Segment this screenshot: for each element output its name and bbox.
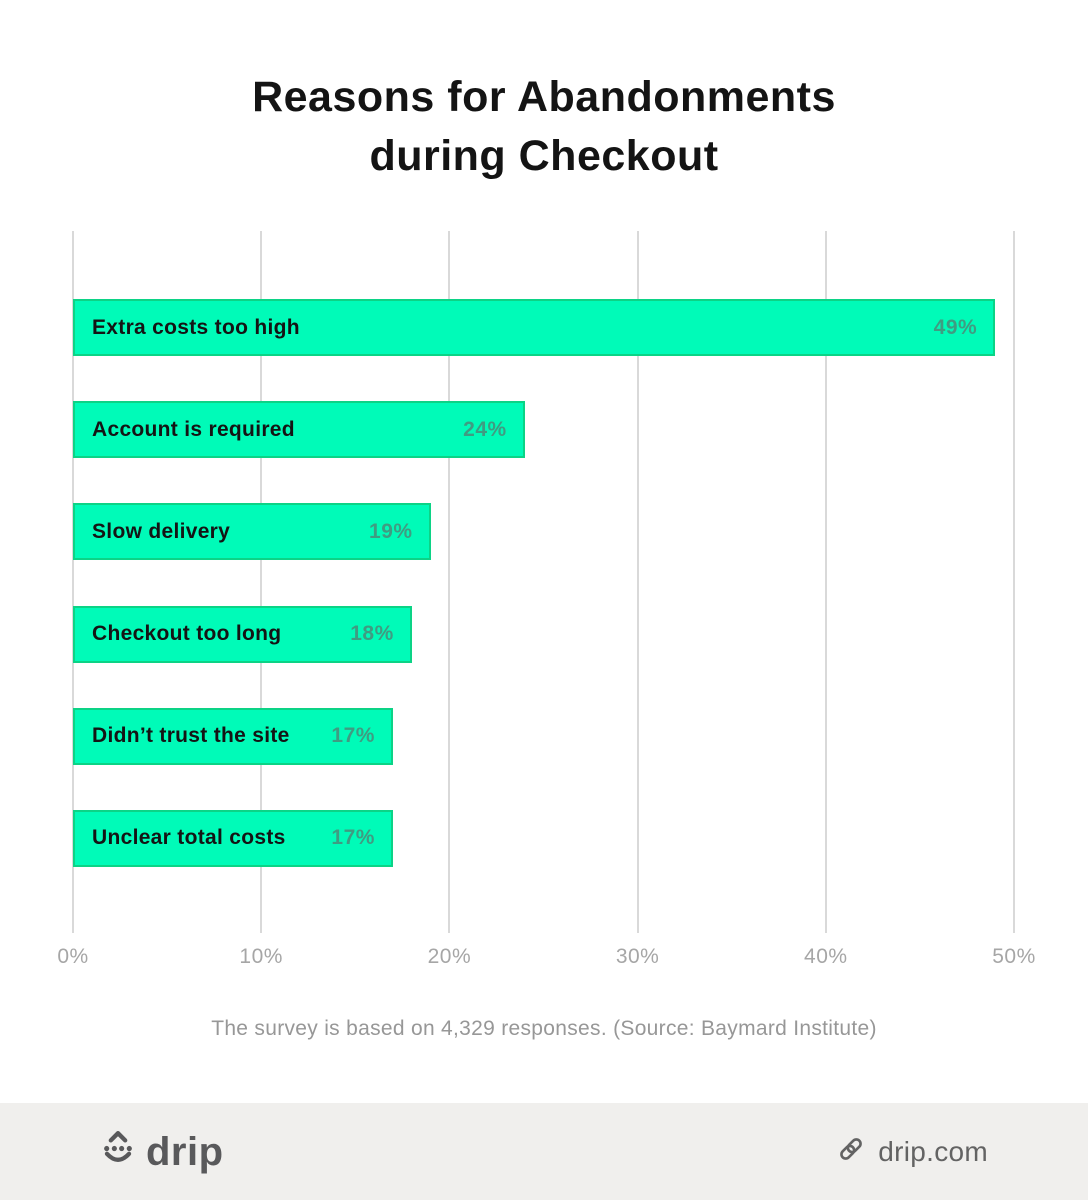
bar-slow-delivery: Slow delivery 19% bbox=[73, 503, 431, 561]
gridline-40pct bbox=[824, 231, 827, 933]
site-link-text: drip.com bbox=[878, 1135, 988, 1167]
link-icon bbox=[836, 1134, 866, 1169]
bar-extra-costs-too-high: Extra costs too high 49% bbox=[73, 299, 996, 356]
drip-brand: drip bbox=[95, 1126, 224, 1177]
x-tick-50: 50% bbox=[992, 945, 1036, 968]
drip-logo-text: drip bbox=[146, 1129, 224, 1174]
footer: drip drip.com bbox=[0, 1103, 1088, 1200]
bar-value: 18% bbox=[350, 622, 394, 646]
bar-chart: Extra costs too high 49% Account is requ… bbox=[72, 231, 1015, 933]
bar-row: Account is required 24% bbox=[73, 401, 1014, 459]
site-link: drip.com bbox=[836, 1134, 988, 1169]
bar-checkout-too-long: Checkout too long 18% bbox=[73, 605, 412, 663]
bar-label: Extra costs too high bbox=[92, 315, 300, 339]
bar-label: Didn’t trust the site bbox=[92, 724, 290, 748]
gridline-20pct bbox=[448, 231, 451, 933]
bar-row: Checkout too long 18% bbox=[73, 605, 1014, 663]
bar-label: Slow delivery bbox=[92, 519, 231, 543]
chart-title-line1: Reasons for Abandonments bbox=[252, 73, 836, 121]
x-tick-40: 40% bbox=[804, 945, 848, 968]
x-tick-20: 20% bbox=[427, 945, 472, 968]
bar-value: 19% bbox=[369, 519, 413, 543]
bar-row: Slow delivery 19% bbox=[73, 503, 1014, 561]
gridline-30pct bbox=[636, 231, 639, 933]
chart-title: Reasons for Abandonments during Checkout bbox=[0, 68, 1088, 186]
gridline-10pct bbox=[260, 231, 263, 933]
chart-title-line2: during Checkout bbox=[369, 132, 719, 180]
bar-row: Unclear total costs 17% bbox=[73, 809, 1014, 867]
bar-label: Checkout too long bbox=[92, 622, 282, 646]
bar-value: 17% bbox=[331, 724, 375, 748]
x-tick-0: 0% bbox=[57, 945, 89, 968]
bar-value: 24% bbox=[463, 417, 507, 441]
x-tick-30: 30% bbox=[615, 945, 660, 968]
bar-value: 49% bbox=[933, 315, 978, 339]
bar-row: Extra costs too high 49% bbox=[73, 299, 1014, 356]
x-axis: 0% 10% 20% 30% 40% 50% bbox=[57, 945, 1035, 973]
bar-value: 17% bbox=[331, 826, 375, 850]
gridline-0pct bbox=[72, 231, 74, 933]
bar-unclear-total-costs: Unclear total costs 17% bbox=[73, 809, 393, 867]
plot-area: Extra costs too high 49% Account is requ… bbox=[72, 231, 1015, 933]
x-tick-10: 10% bbox=[239, 945, 283, 968]
bar-account-is-required: Account is required 24% bbox=[73, 401, 525, 459]
drip-logo-icon bbox=[95, 1126, 141, 1177]
bar-series: Extra costs too high 49% Account is requ… bbox=[73, 231, 1014, 933]
source-caption: The survey is based on 4,329 responses. … bbox=[211, 1017, 877, 1040]
bar-row: Didn’t trust the site 17% bbox=[73, 707, 1014, 765]
bar-didnt-trust-the-site: Didn’t trust the site 17% bbox=[73, 707, 393, 765]
bar-label: Unclear total costs bbox=[92, 826, 286, 850]
bar-label: Account is required bbox=[92, 417, 295, 441]
gridline-50pct bbox=[1013, 231, 1015, 933]
